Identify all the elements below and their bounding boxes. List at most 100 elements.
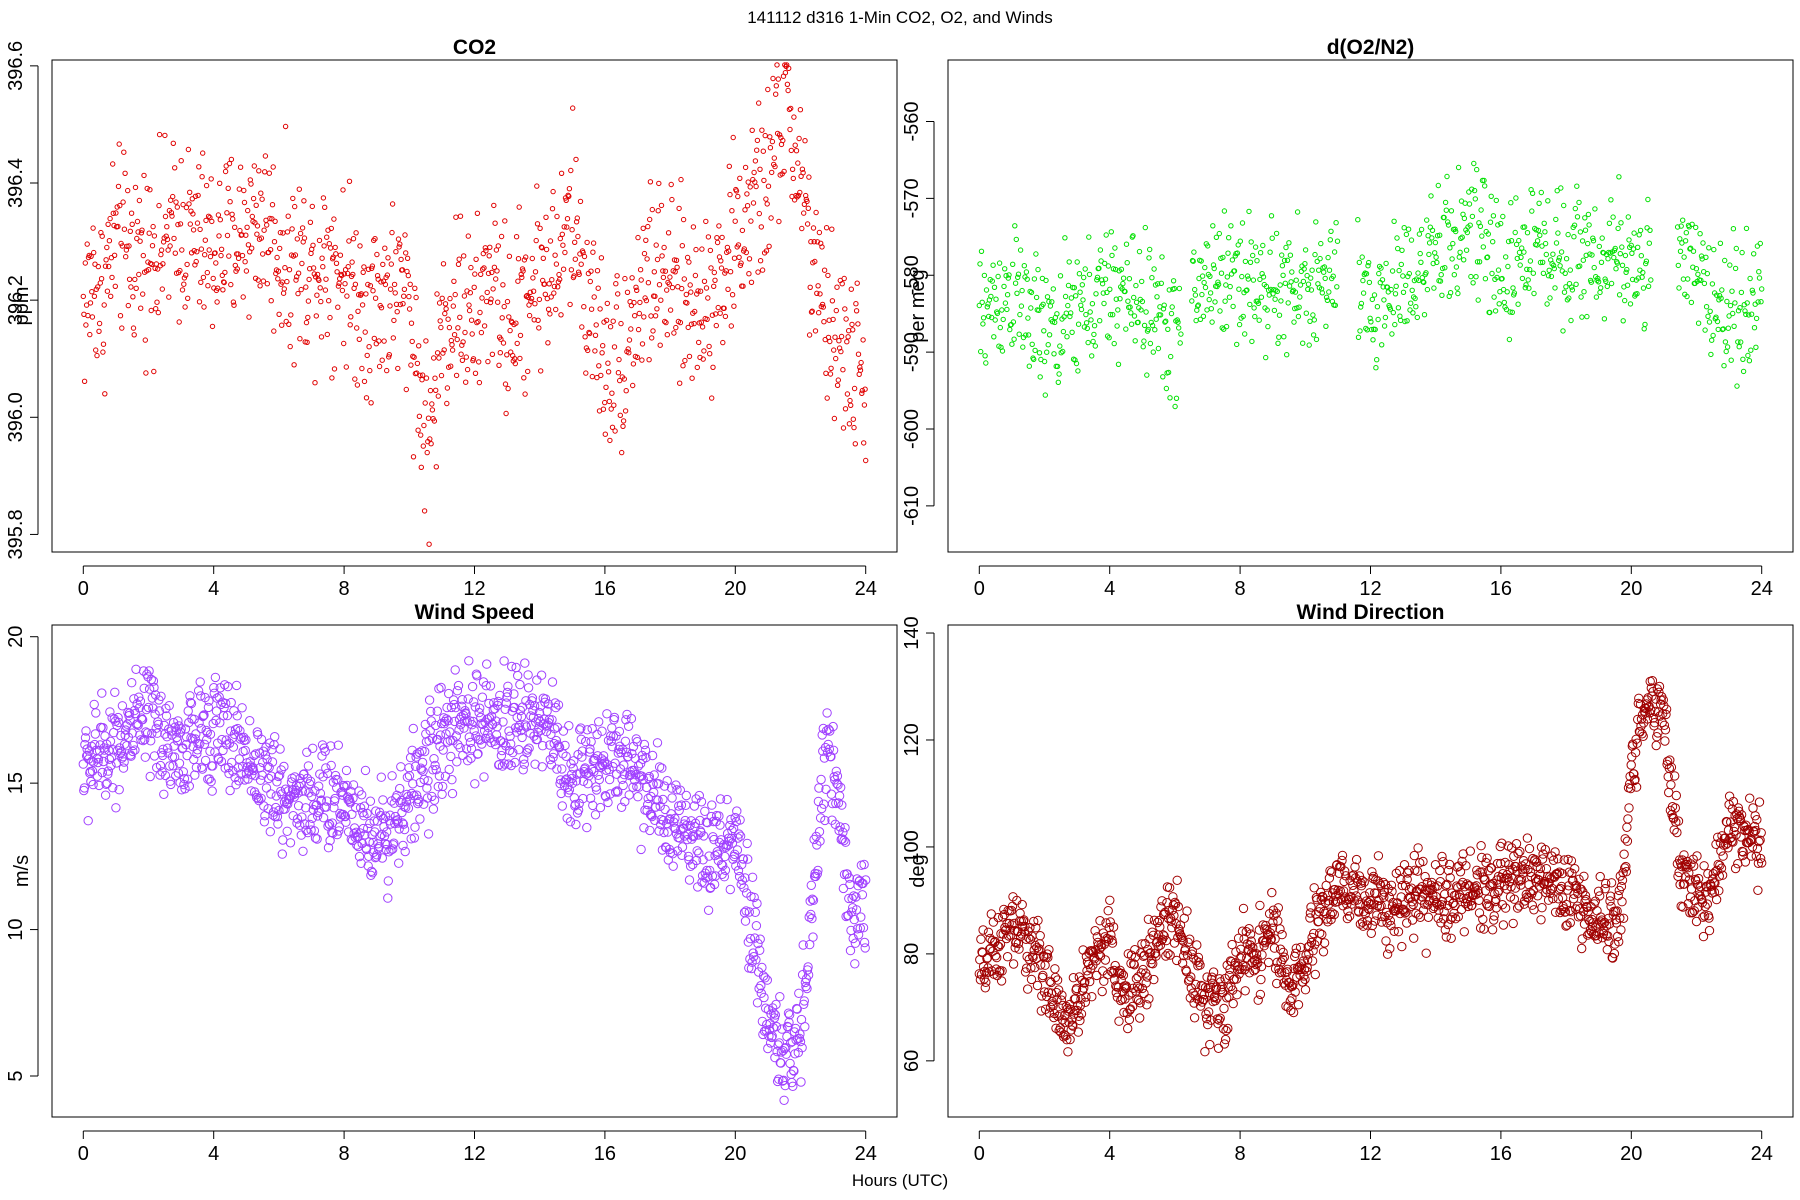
- data-point: [419, 372, 426, 378]
- data-point: [689, 375, 695, 381]
- data-point: [401, 293, 407, 299]
- data-point: [168, 210, 175, 216]
- data-point: [467, 681, 478, 692]
- data-point: [501, 303, 507, 310]
- data-point: [428, 804, 439, 814]
- data-point: [749, 892, 759, 903]
- data-point: [1571, 222, 1578, 228]
- data-point: [616, 356, 622, 363]
- data-point: [848, 402, 854, 408]
- data-point: [1751, 251, 1757, 257]
- data-point: [562, 249, 568, 256]
- data-point: [730, 812, 740, 823]
- data-point: [633, 792, 643, 802]
- data-point: [1572, 883, 1582, 894]
- data-point: [115, 748, 126, 759]
- data-point: [365, 281, 371, 288]
- data-point: [1652, 732, 1662, 742]
- data-point: [460, 708, 471, 718]
- data-point: [553, 306, 559, 313]
- data-point: [1515, 301, 1521, 307]
- data-point: [628, 782, 638, 792]
- data-point: [517, 355, 523, 362]
- data-point: [107, 215, 113, 222]
- data-point: [857, 364, 863, 370]
- data-point: [532, 675, 542, 685]
- data-point: [1173, 395, 1180, 401]
- data-point: [1254, 258, 1260, 264]
- data-point: [1729, 288, 1735, 294]
- data-point: [1117, 968, 1127, 979]
- data-point: [307, 219, 314, 226]
- y-tick-label: 5: [5, 1070, 27, 1081]
- data-point: [1320, 908, 1330, 918]
- data-point: [373, 341, 379, 347]
- data-point: [991, 284, 998, 290]
- data-point: [1367, 315, 1373, 321]
- data-point: [1250, 964, 1261, 974]
- data-point: [1228, 998, 1238, 1009]
- data-point: [218, 246, 225, 253]
- data-point: [529, 255, 535, 262]
- data-point: [840, 823, 850, 833]
- data-point: [1445, 219, 1451, 225]
- data-point: [1029, 916, 1039, 927]
- data-point: [1236, 951, 1247, 961]
- data-point: [1508, 200, 1514, 206]
- data-point: [403, 386, 409, 393]
- data-point: [1482, 276, 1489, 282]
- data-point: [1538, 849, 1548, 859]
- data-point: [1432, 250, 1438, 256]
- data-point: [192, 193, 199, 200]
- data-point: [553, 740, 563, 750]
- data-point: [1397, 317, 1404, 324]
- data-point: [698, 319, 704, 325]
- plot-frame: [51, 624, 898, 1118]
- data-point: [831, 766, 841, 776]
- data-point: [1474, 166, 1480, 173]
- data-point: [332, 244, 338, 251]
- data-point: [1142, 224, 1149, 231]
- data-point: [1561, 289, 1568, 295]
- data-point: [1300, 340, 1306, 346]
- data-point: [179, 247, 185, 253]
- data-point: [310, 265, 317, 271]
- data-point: [1149, 974, 1159, 985]
- data-point: [763, 1043, 773, 1054]
- data-point: [1604, 283, 1611, 290]
- data-point: [1051, 351, 1057, 357]
- data-point: [1539, 243, 1545, 249]
- data-point: [714, 239, 721, 246]
- data-point: [235, 255, 242, 261]
- data-point: [1164, 883, 1175, 893]
- data-point: [1465, 846, 1476, 856]
- data-point: [1212, 299, 1218, 305]
- data-point: [1118, 266, 1125, 272]
- data-point: [241, 735, 251, 745]
- data-point: [1097, 986, 1107, 997]
- data-point: [205, 746, 215, 756]
- data-point: [806, 332, 813, 338]
- data-point: [1251, 949, 1262, 959]
- data-point: [1270, 934, 1280, 944]
- data-point: [1387, 886, 1397, 897]
- data-point: [978, 961, 989, 972]
- data-point: [491, 716, 501, 726]
- data-point: [1015, 274, 1021, 280]
- data-point: [1202, 284, 1209, 291]
- data-point: [150, 690, 161, 700]
- data-point: [181, 732, 192, 742]
- data-point: [1395, 305, 1402, 311]
- data-point: [1697, 231, 1703, 237]
- data-point: [266, 789, 276, 799]
- data-point: [115, 183, 122, 190]
- data-point: [1289, 269, 1295, 275]
- data-point: [664, 332, 670, 338]
- data-point: [451, 332, 458, 338]
- data-point: [1170, 899, 1181, 909]
- data-point: [1067, 313, 1073, 320]
- data-point: [1085, 339, 1091, 346]
- data-point: [326, 241, 332, 247]
- data-point: [1222, 298, 1228, 304]
- data-point: [820, 815, 830, 826]
